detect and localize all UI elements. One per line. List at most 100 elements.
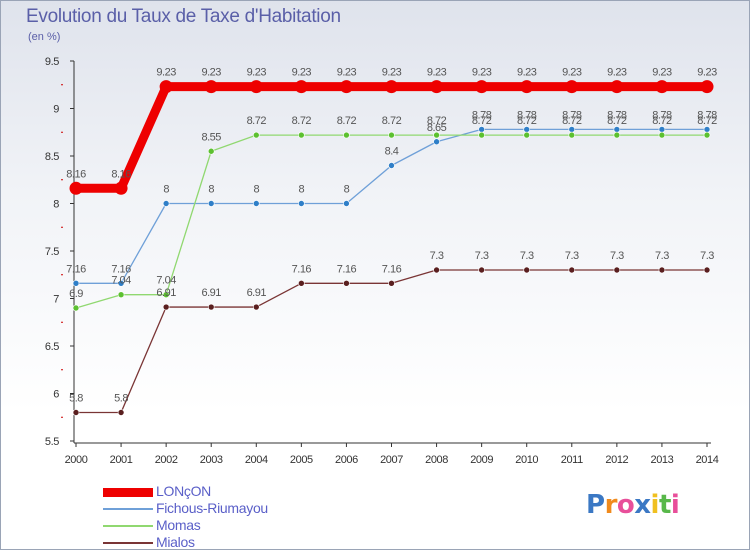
y-tick-label: 5.5 (45, 436, 59, 448)
data-label: 8 (299, 184, 305, 196)
data-point (388, 131, 395, 139)
data-point (700, 80, 714, 94)
data-label: 6.91 (247, 287, 267, 299)
data-point (703, 131, 711, 139)
data-point (703, 266, 711, 274)
data-label: 8.78 (607, 109, 627, 121)
data-label: 8.72 (652, 115, 672, 127)
data-point (613, 266, 621, 274)
data-point (294, 80, 308, 94)
data-point (207, 303, 215, 311)
data-label: 8.65 (427, 122, 447, 134)
data-label: 6.91 (156, 287, 176, 299)
data-label: 8 (208, 184, 214, 196)
data-point (433, 131, 440, 139)
data-label: 8.4 (385, 146, 399, 158)
data-point (72, 304, 80, 312)
legend-swatch (103, 542, 153, 544)
data-label: 7.3 (475, 250, 489, 262)
data-label: 8.72 (607, 115, 627, 127)
data-label: 5.8 (69, 393, 83, 405)
data-label: 7.3 (700, 250, 714, 262)
data-label: 6.9 (69, 288, 83, 300)
data-point (523, 126, 531, 133)
data-point (204, 80, 218, 94)
x-tick-label: 2003 (200, 454, 223, 466)
x-tick-label: 2010 (515, 454, 538, 466)
legend-label: Fichous-Riumayou (156, 500, 268, 516)
data-label: 8.72 (247, 115, 267, 127)
data-label: 8.78 (697, 109, 717, 121)
x-tick-label: 2008 (425, 454, 448, 466)
legend-label: Momas (156, 517, 201, 533)
data-point (252, 303, 260, 311)
x-tick-label: 2012 (605, 454, 628, 466)
data-point (298, 279, 305, 287)
data-point (343, 131, 350, 139)
data-point (117, 409, 125, 416)
data-point (658, 266, 666, 274)
data-point (565, 80, 579, 94)
x-tick-label: 2002 (155, 454, 178, 466)
data-label: 7.3 (655, 250, 669, 262)
data-label: 7.3 (565, 250, 579, 262)
data-point (69, 181, 83, 195)
data-point (478, 131, 485, 139)
logo-letter: o (616, 490, 635, 520)
data-point (343, 279, 350, 287)
data-point (433, 266, 440, 274)
data-label: 9.23 (292, 67, 312, 79)
x-tick-label: 2005 (290, 454, 313, 466)
data-point (568, 266, 576, 274)
data-label: 8 (253, 184, 259, 196)
logo-letter: P (586, 490, 605, 520)
data-label: 8.78 (652, 109, 672, 121)
data-point (613, 126, 621, 133)
proxiti-logo: Proxiti (586, 490, 680, 520)
data-label: 9.23 (517, 67, 537, 79)
data-label: 5.8 (114, 393, 128, 405)
data-label: 9.23 (202, 67, 222, 79)
data-label: 9.23 (337, 67, 357, 79)
x-tick-label: 2013 (650, 454, 673, 466)
data-point (72, 409, 80, 416)
legend-item: LONçON (103, 483, 363, 501)
logo-letter: i (670, 490, 680, 520)
legend-item: Fichous-Riumayou (103, 500, 363, 518)
data-point (117, 279, 125, 287)
data-label: 8.78 (562, 109, 582, 121)
data-point (655, 80, 669, 94)
data-label: 8.72 (697, 115, 717, 127)
y-tick-label: 7.5 (45, 246, 59, 258)
data-label: 8.78 (472, 109, 492, 121)
data-point (430, 80, 444, 94)
data-label: 7.3 (610, 250, 624, 262)
y-tick-label: 8 (53, 199, 59, 211)
legend: LONçON Fichous-Riumayou Momas Mialos (103, 483, 363, 552)
data-label: 6.91 (202, 287, 222, 299)
data-label: 9.23 (562, 67, 582, 79)
data-point (433, 138, 440, 146)
x-tick-label: 2011 (561, 454, 583, 466)
data-label: 8 (344, 184, 350, 196)
data-label: 7.16 (382, 263, 402, 275)
data-point (388, 162, 395, 169)
y-tick-label: 9.5 (45, 56, 59, 68)
data-label: 7.16 (337, 263, 357, 275)
x-tick-label: 2001 (110, 454, 133, 466)
data-label: 7.16 (292, 263, 312, 275)
data-point (72, 279, 80, 287)
y-tick-label: 9 (53, 104, 59, 116)
data-label: 8.16 (66, 168, 86, 180)
data-point (162, 303, 170, 311)
data-point (658, 126, 666, 133)
data-label: 9.23 (156, 67, 176, 79)
legend-label: Mialos (156, 534, 195, 550)
data-label: 7.04 (111, 275, 131, 287)
data-label: 9.23 (247, 67, 267, 79)
data-point (385, 80, 398, 94)
x-tick-label: 2004 (245, 454, 268, 466)
logo-letter: x (634, 490, 651, 520)
data-point (613, 131, 621, 139)
